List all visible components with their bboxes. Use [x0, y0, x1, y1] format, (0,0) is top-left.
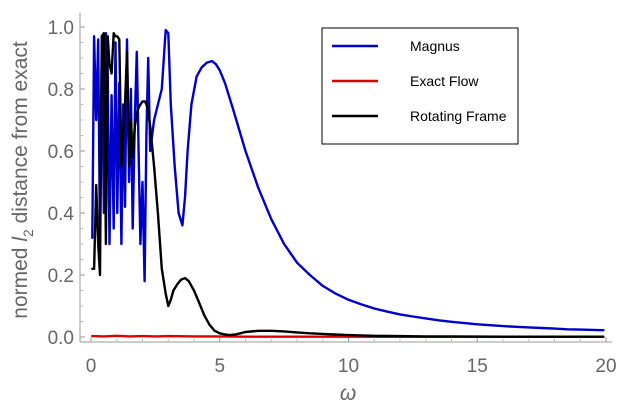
y-axis-label-after: distance from exact — [9, 41, 32, 229]
y-tick-label: 0.6 — [48, 142, 74, 163]
series-line-magnus — [91, 28, 605, 332]
legend: Magnus Exact Flow Rotating Frame — [321, 27, 519, 145]
y-tick-label: 0.8 — [48, 80, 74, 101]
series-lines — [91, 28, 605, 338]
x-tick-label: 20 — [595, 356, 616, 377]
x-axis-ticks: 0 5 10 15 20 — [86, 337, 617, 377]
y-axis-label-before: normed — [9, 242, 32, 319]
y-tick-label: 0.0 — [48, 328, 74, 349]
x-tick-label: 15 — [467, 356, 488, 377]
y-tick-label: 1.0 — [48, 18, 74, 39]
y-axis-ticks: 0.0 0.2 0.4 0.6 0.8 1.0 — [48, 18, 85, 349]
legend-label: Magnus — [410, 38, 460, 54]
legend-label: Exact Flow — [410, 73, 479, 89]
y-tick-label: 0.4 — [48, 204, 75, 225]
x-tick-label: 10 — [338, 356, 359, 377]
y-axis-label-subscript: 2 — [20, 229, 36, 237]
series-line-rotating-frame — [91, 32, 605, 338]
legend-box — [321, 27, 519, 145]
x-axis-label: ω — [340, 382, 356, 405]
y-axis-label: normed l2 distance from exact — [9, 41, 36, 319]
y-axis-label-italic: l — [9, 236, 32, 242]
y-tick-label: 0.2 — [48, 266, 74, 287]
x-tick-label: 0 — [86, 356, 97, 377]
x-tick-label: 5 — [214, 356, 225, 377]
legend-label: Rotating Frame — [410, 108, 507, 124]
